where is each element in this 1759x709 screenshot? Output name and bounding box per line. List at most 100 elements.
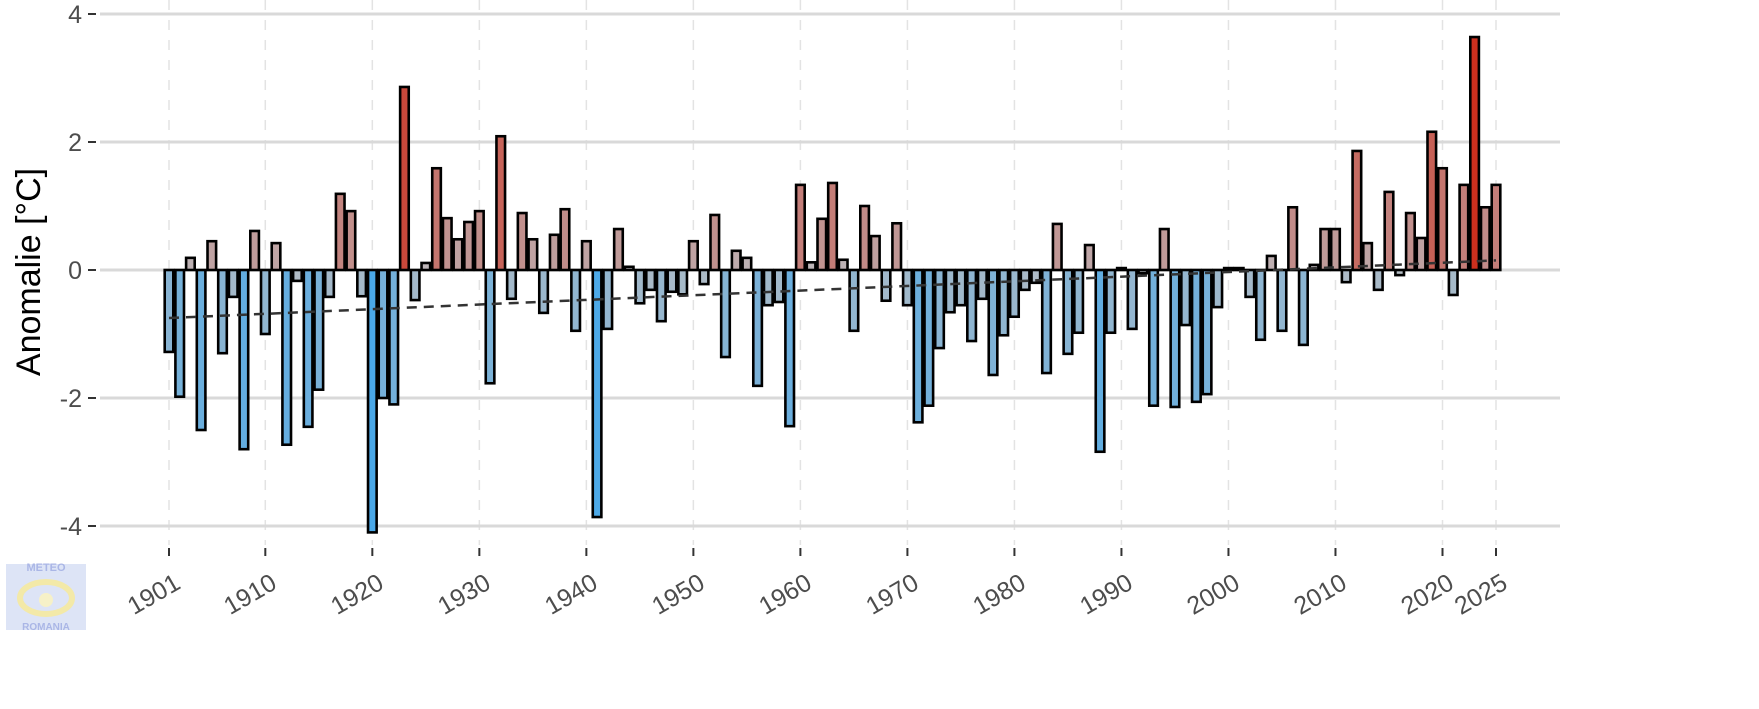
bar-2022 bbox=[1458, 183, 1470, 272]
bar-1921 bbox=[377, 268, 389, 400]
bar-1903 bbox=[184, 256, 197, 272]
y-tick-label: -2 bbox=[60, 385, 82, 413]
bar-1916 bbox=[323, 268, 336, 299]
bar-1971 bbox=[912, 268, 924, 424]
bar-2006 bbox=[1287, 205, 1299, 272]
x-axis: 1901 1910 1920 1930 1940 1950 1960 1970 1980 1990… bbox=[123, 548, 1512, 621]
bar-1960 bbox=[794, 183, 806, 272]
bar-2000 bbox=[1222, 266, 1235, 272]
bar-1980 bbox=[1008, 268, 1021, 319]
bar-1922 bbox=[388, 268, 400, 406]
x-tick-label: 2020 bbox=[1396, 569, 1458, 621]
bar-1973 bbox=[933, 268, 946, 350]
bar-2021 bbox=[1447, 268, 1459, 297]
bar-1996 bbox=[1180, 268, 1192, 327]
bar-2001 bbox=[1233, 266, 1245, 272]
bar-1958 bbox=[773, 268, 785, 304]
bar-1923 bbox=[398, 85, 411, 272]
logo-top-text: METEO bbox=[26, 562, 66, 574]
bar-1926 bbox=[430, 166, 443, 272]
bar-1966 bbox=[859, 204, 871, 272]
bar-1924 bbox=[409, 268, 421, 302]
bar-1988 bbox=[1094, 268, 1106, 454]
bar-1964 bbox=[837, 258, 849, 272]
bar-1946 bbox=[644, 268, 657, 292]
bar-2017 bbox=[1404, 211, 1416, 272]
bar-2014 bbox=[1372, 268, 1384, 292]
bar-1919 bbox=[356, 268, 368, 298]
bar-2025 bbox=[1490, 183, 1502, 272]
bar-1943 bbox=[612, 227, 625, 272]
bar-1911 bbox=[270, 241, 282, 272]
x-tick-label: 1940 bbox=[540, 569, 602, 621]
bar-2011 bbox=[1340, 268, 1352, 284]
bar-1965 bbox=[848, 268, 860, 333]
bar-1967 bbox=[869, 234, 881, 272]
bar-2023 bbox=[1468, 35, 1481, 272]
x-tick-label: 2000 bbox=[1182, 569, 1244, 621]
y-tick-label: 4 bbox=[68, 1, 82, 29]
bar-1972 bbox=[923, 268, 935, 407]
bar-1938 bbox=[559, 207, 571, 272]
x-tick-label: 1970 bbox=[861, 569, 923, 621]
bar-1904 bbox=[195, 268, 207, 432]
bar-1956 bbox=[751, 268, 764, 388]
bar-1912 bbox=[281, 268, 293, 447]
bar-1949 bbox=[677, 268, 689, 296]
bar-1955 bbox=[741, 256, 753, 272]
y-axis: -4 -2 0 2 4 bbox=[60, 1, 96, 541]
bar-1910 bbox=[259, 268, 271, 336]
bar-1928 bbox=[452, 237, 464, 272]
bar-1977 bbox=[976, 268, 988, 301]
bar-1907 bbox=[227, 268, 239, 299]
bar-2005 bbox=[1276, 268, 1288, 333]
bar-1954 bbox=[730, 249, 742, 272]
meteo-romania-logo: METEO ROMANIA bbox=[6, 562, 86, 633]
x-tick-label: 1901 bbox=[123, 569, 185, 621]
bar-1950 bbox=[687, 239, 699, 272]
y-tick-label: 2 bbox=[68, 129, 82, 157]
bar-1998 bbox=[1201, 268, 1213, 396]
bar-1909 bbox=[249, 229, 261, 272]
bar-1969 bbox=[891, 221, 903, 272]
bar-1945 bbox=[634, 268, 646, 305]
bar-1913 bbox=[291, 268, 304, 283]
bar-2013 bbox=[1361, 241, 1374, 272]
bar-2016 bbox=[1394, 268, 1406, 277]
bar-1970 bbox=[901, 268, 914, 307]
bar-1951 bbox=[698, 268, 710, 286]
bar-1925 bbox=[420, 261, 432, 272]
bar-1987 bbox=[1083, 243, 1095, 272]
bar-1953 bbox=[719, 268, 732, 359]
x-tick-label: 1980 bbox=[968, 569, 1030, 621]
bar-1914 bbox=[302, 268, 314, 429]
bar-1941 bbox=[591, 268, 603, 519]
bar-1952 bbox=[709, 213, 721, 272]
bar-1975 bbox=[955, 268, 967, 307]
bars bbox=[163, 35, 1502, 534]
y-axis-label: Anomalie [°C] bbox=[10, 168, 48, 376]
x-tick-label: 1960 bbox=[754, 569, 816, 621]
bar-1927 bbox=[441, 216, 453, 272]
trend-line bbox=[168, 259, 1497, 320]
bar-1999 bbox=[1212, 268, 1224, 309]
bar-1906 bbox=[216, 268, 229, 355]
bar-1905 bbox=[206, 239, 218, 272]
bar-1902 bbox=[174, 268, 186, 399]
bar-2007 bbox=[1297, 268, 1309, 347]
bar-1993 bbox=[1147, 268, 1160, 407]
bar-1948 bbox=[666, 268, 678, 294]
bar-1991 bbox=[1126, 268, 1138, 331]
bar-1986 bbox=[1073, 268, 1085, 335]
bar-1917 bbox=[334, 192, 346, 272]
bar-2020 bbox=[1436, 166, 1449, 272]
bar-1974 bbox=[944, 268, 956, 314]
bar-2012 bbox=[1351, 149, 1363, 272]
bar-1908 bbox=[238, 268, 250, 451]
bar-1995 bbox=[1169, 268, 1181, 409]
bar-1901 bbox=[163, 268, 175, 354]
bar-2003 bbox=[1254, 268, 1267, 342]
bar-1992 bbox=[1137, 268, 1149, 275]
bar-1962 bbox=[816, 217, 828, 272]
